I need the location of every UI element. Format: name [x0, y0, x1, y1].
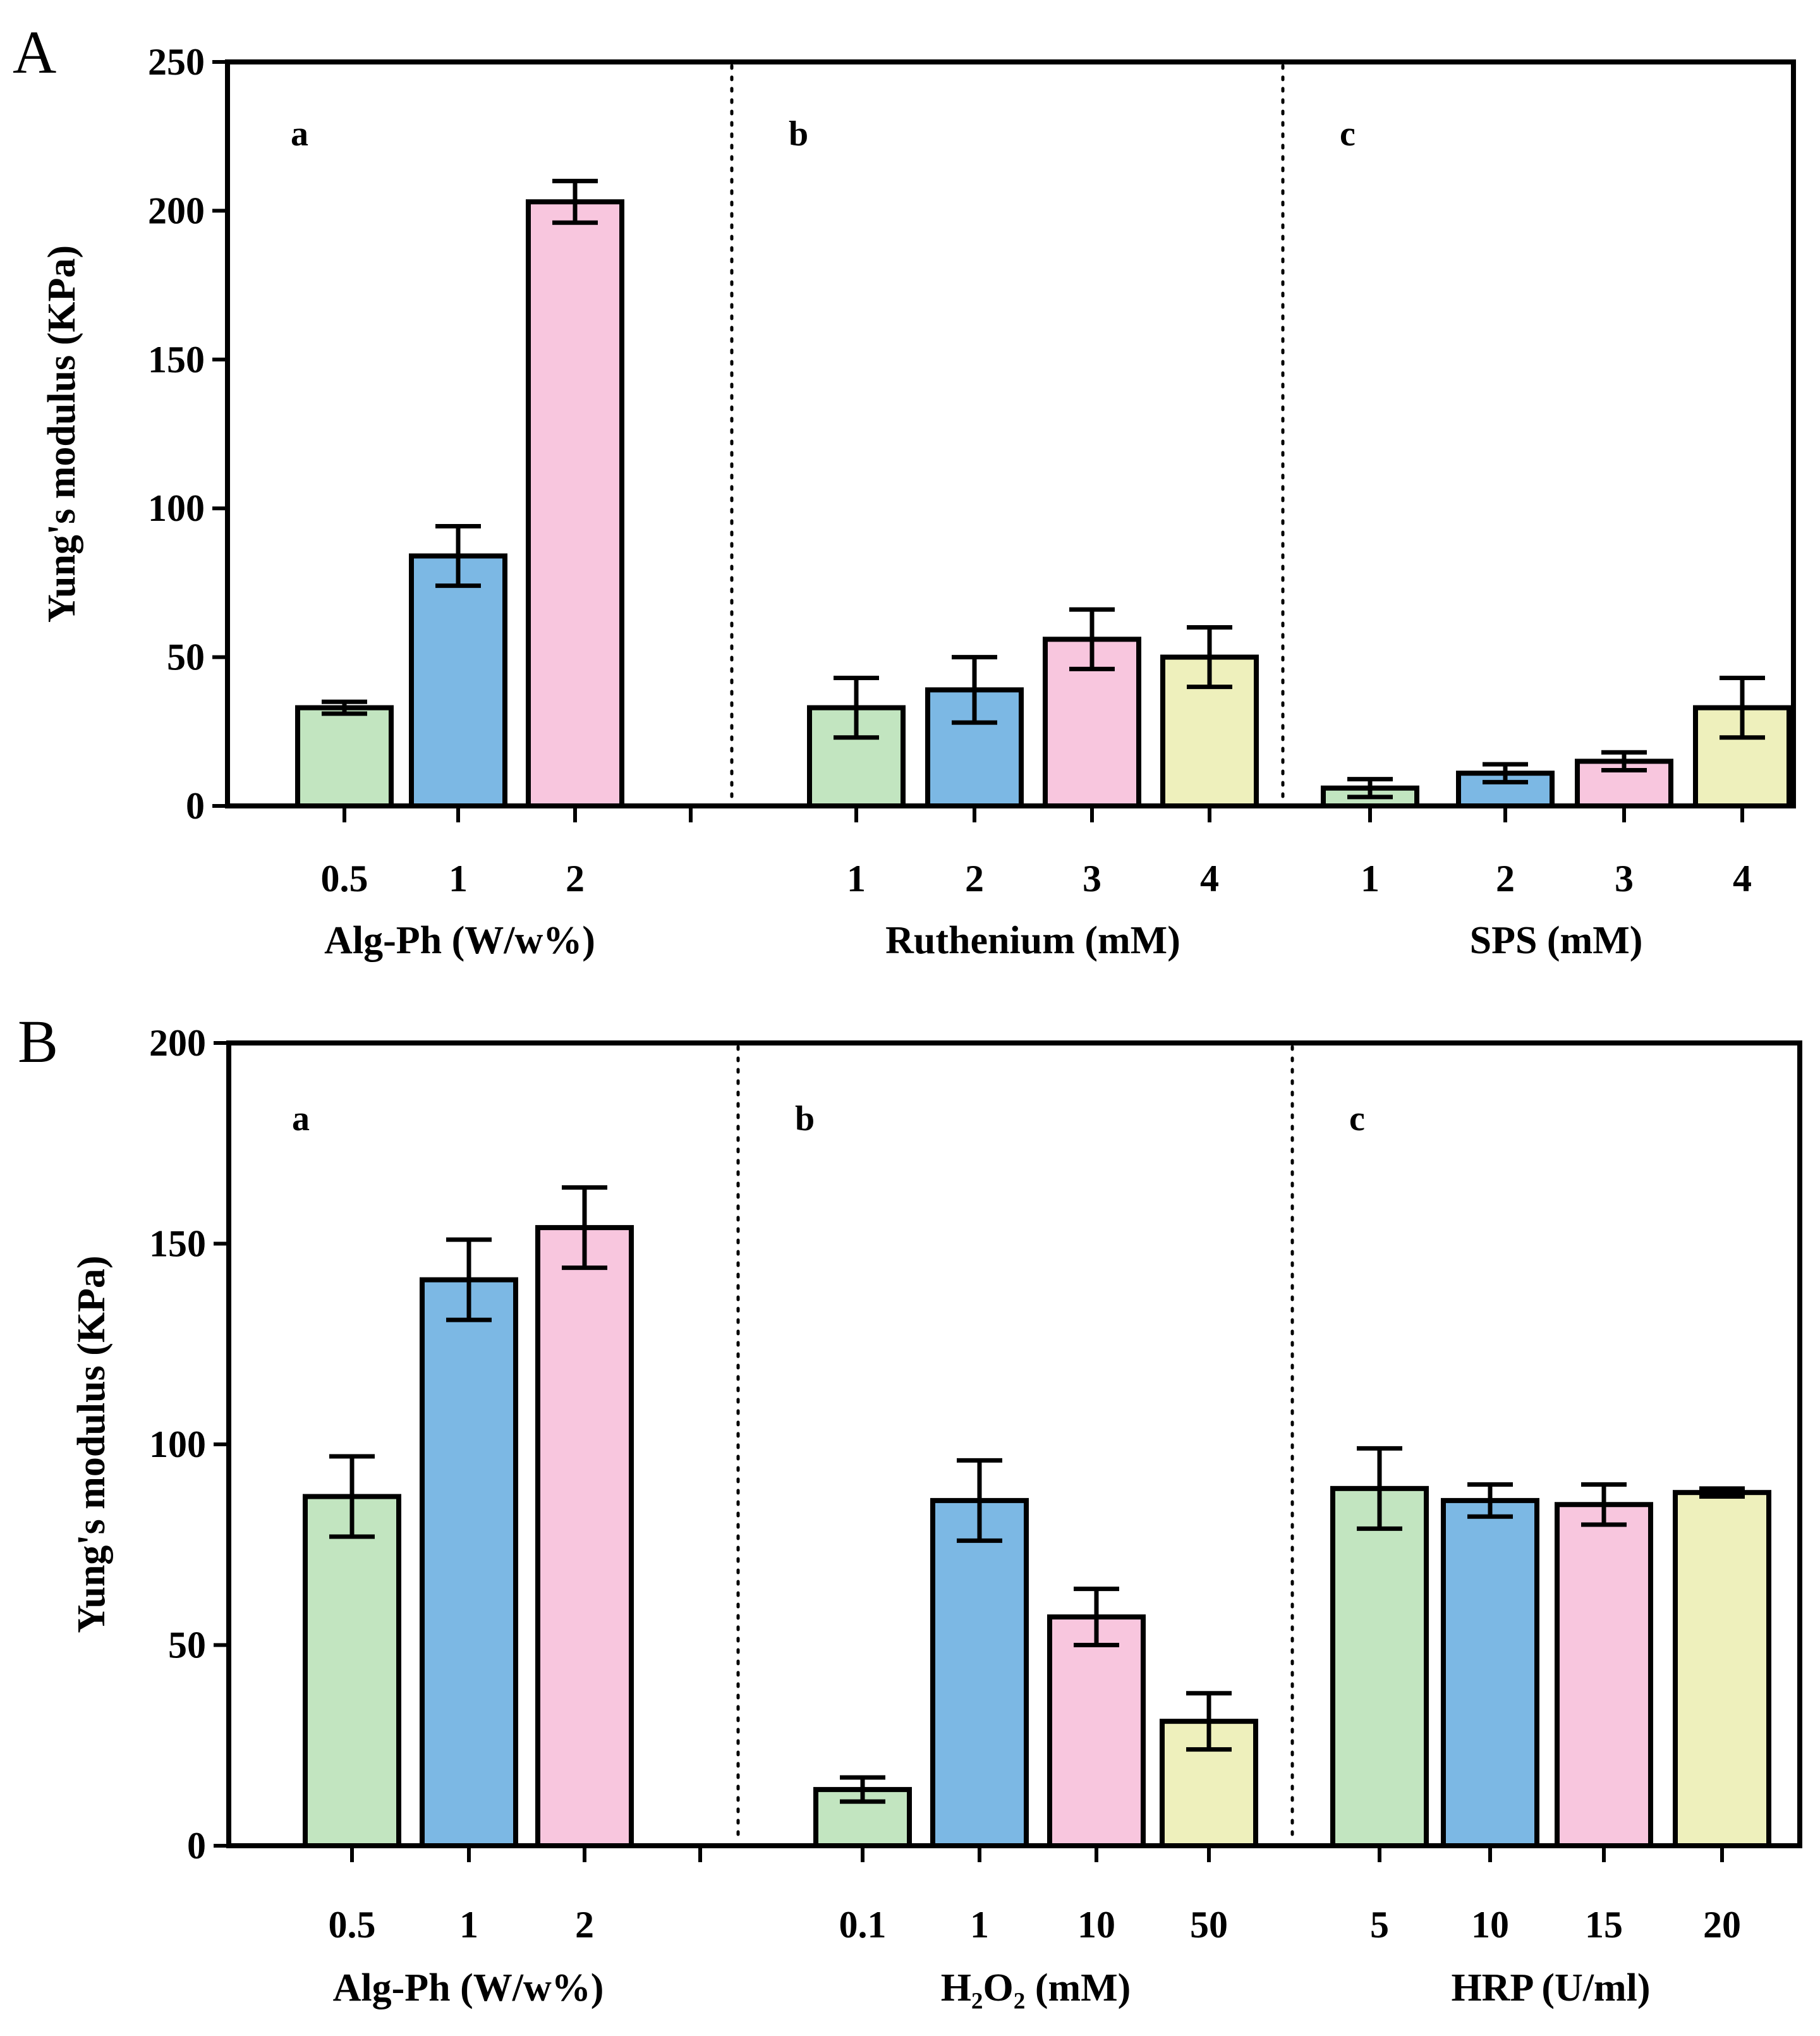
x-tick-label: 15: [1585, 1904, 1623, 1946]
x-tick-label: 1: [970, 1904, 989, 1946]
x-tick-label: 1: [459, 1904, 478, 1946]
x-tick-label: 1: [847, 858, 866, 899]
y-tick-label: 250: [148, 41, 205, 83]
x-tick-label: 1: [1361, 858, 1380, 899]
subpanel-label: c: [1340, 114, 1356, 154]
x-tick-label: 10: [1077, 1904, 1115, 1946]
y-tick-label: 200: [149, 1022, 206, 1064]
y-tick-label: 150: [148, 339, 205, 381]
x-tick-label: 3: [1615, 858, 1634, 899]
y-tick-label: 50: [168, 1625, 206, 1666]
x-tick-label: 0.5: [329, 1904, 376, 1946]
x-tick-label: 50: [1190, 1904, 1228, 1946]
x-tick-label: 4: [1733, 858, 1752, 899]
subpanel-label: c: [1349, 1099, 1365, 1138]
bar-a-a-1: [295, 705, 394, 808]
bar-b-c-3: [1555, 1502, 1653, 1848]
x-tick-label: 2: [566, 858, 585, 899]
y-axis-label: Yung's modulus (KPa): [40, 245, 83, 623]
subpanel-label: b: [795, 1099, 815, 1138]
x-tick-label: 2: [965, 858, 984, 899]
x-tick-label: 4: [1200, 858, 1219, 899]
y-tick-label: 0: [186, 785, 205, 827]
y-tick-label: 0: [187, 1825, 206, 1867]
panel-a-chart: A 0 50 100 150 200 250 Yung's modulus (KPa) a 0.5…: [13, 18, 1796, 962]
x-axis-label: HRP (U/ml): [1451, 1966, 1650, 2009]
bar-a-a-2: [409, 553, 507, 808]
y-axis-label: Yung's modulus (KPa): [70, 1255, 113, 1633]
x-axis-label: Alg-Ph (W/w%): [324, 919, 595, 962]
bar-b-c-2: [1441, 1497, 1539, 1848]
plot-frame: [225, 59, 1796, 808]
panel-letter: A: [13, 18, 56, 86]
x-tick-label: 1: [449, 858, 468, 899]
bar-a-a-3: [526, 199, 624, 808]
subpanel-label: a: [291, 114, 308, 154]
subpanel-label: a: [292, 1099, 310, 1138]
x-tick-label: 2: [1496, 858, 1515, 899]
x-axis-label: SPS (mM): [1470, 919, 1643, 962]
subpanel-label: b: [789, 114, 808, 154]
x-tick-label: 2: [575, 1904, 594, 1946]
x-tick-label: 5: [1370, 1904, 1389, 1946]
y-tick-label: 100: [148, 487, 205, 529]
plot-frame: [226, 1040, 1802, 1848]
x-tick-label: 20: [1703, 1904, 1741, 1946]
bar-b-c-4: [1673, 1490, 1771, 1848]
bar-b-c-1: [1330, 1485, 1429, 1849]
y-tick-label: 50: [167, 637, 205, 678]
x-axis-label: Alg-Ph (W/w%): [333, 1966, 604, 2009]
bar-b-b-3: [1047, 1614, 1146, 1849]
y-tick-label: 150: [149, 1223, 206, 1265]
x-axis-label: H₂O₂ (mM): [941, 1966, 1131, 2009]
x-axis-label: Ruthenium (mM): [885, 919, 1180, 962]
bar-b-a-3: [535, 1225, 634, 1848]
bar-b-b-2: [930, 1497, 1029, 1848]
y-tick-label: 200: [148, 190, 205, 231]
panel-letter: B: [18, 1008, 58, 1075]
x-tick-label: 3: [1083, 858, 1101, 899]
x-tick-label: 10: [1471, 1904, 1509, 1946]
x-tick-label: 0.1: [839, 1904, 887, 1946]
bar-b-a-2: [420, 1277, 518, 1848]
x-tick-label: 0.5: [321, 858, 368, 899]
bar-b-a-1: [303, 1494, 401, 1849]
y-tick-label: 100: [149, 1423, 206, 1465]
